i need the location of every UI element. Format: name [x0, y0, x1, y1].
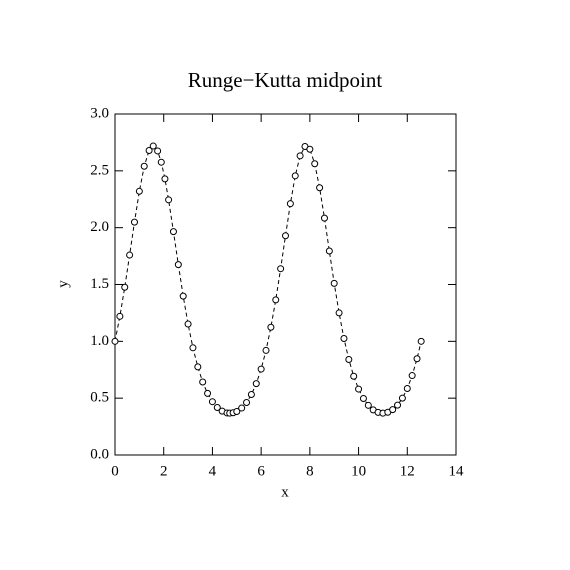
plot-frame [114, 113, 457, 456]
data-point [306, 145, 314, 153]
y-tick-label: 0.5 [90, 390, 109, 406]
data-point [213, 403, 221, 411]
data-point [126, 251, 134, 259]
data-point [174, 261, 182, 269]
x-tick-label: 12 [400, 463, 415, 479]
data-point [116, 312, 124, 320]
chart-title: Runge−Kutta midpoint [188, 68, 383, 92]
data-point [282, 232, 289, 240]
data-point [204, 389, 212, 397]
data-point [286, 200, 294, 208]
data-point [184, 320, 192, 328]
y-tick-label: 2.5 [90, 162, 109, 178]
data-point [135, 187, 143, 195]
data-point [355, 385, 363, 393]
x-axis-label: x [281, 484, 289, 500]
data-point [247, 391, 255, 399]
data-point [277, 265, 285, 273]
data-point [398, 394, 406, 402]
data-point [311, 160, 319, 168]
data-point [320, 214, 328, 222]
y-tick-label: 1.0 [90, 333, 109, 349]
y-tick-label: 0.0 [90, 446, 109, 462]
data-point [296, 152, 304, 160]
data-point [238, 404, 246, 412]
data-point [145, 146, 153, 154]
data-point [189, 344, 197, 352]
data-point [364, 401, 372, 409]
data-point [403, 385, 411, 393]
data-point [350, 372, 358, 380]
data-point [233, 407, 241, 415]
data-point [330, 279, 338, 287]
x-tick-label: 6 [257, 463, 265, 479]
data-point [130, 218, 138, 226]
y-tick-label: 2.0 [90, 219, 109, 235]
data-point [325, 247, 333, 255]
data-point [140, 162, 148, 170]
x-tick-label: 2 [160, 463, 168, 479]
data-point [272, 296, 280, 304]
data-point [413, 355, 421, 363]
data-point [291, 172, 299, 180]
data-point [335, 309, 343, 317]
y-tick-label: 1.5 [90, 276, 109, 292]
data-point [121, 283, 129, 291]
data-point [154, 147, 162, 155]
data-point [243, 398, 251, 406]
data-point [161, 175, 169, 183]
data-point [194, 363, 202, 371]
data-point [408, 372, 416, 380]
data-point [417, 337, 425, 345]
data-point [257, 365, 265, 373]
data-point [157, 158, 165, 166]
connecting-line [114, 145, 422, 414]
y-tick-label: 3.0 [90, 105, 109, 121]
data-point [165, 196, 173, 204]
x-tick-label: 14 [449, 463, 465, 479]
y-axis-label: y [55, 280, 71, 288]
data-point [111, 337, 119, 345]
data-point [359, 395, 367, 403]
x-tick-label: 10 [351, 463, 366, 479]
x-tick-label: 8 [306, 463, 314, 479]
data-point [316, 184, 324, 192]
data-point [149, 142, 157, 150]
data-point [252, 380, 260, 388]
data-point [389, 406, 397, 414]
data-point [208, 398, 216, 406]
x-tick-label: 0 [111, 463, 119, 479]
data-point [169, 228, 177, 236]
data-point [345, 356, 353, 364]
data-point [394, 401, 402, 409]
data-point [340, 334, 348, 342]
data-point [179, 292, 187, 300]
x-tick-label: 4 [209, 463, 217, 479]
data-point [199, 378, 207, 386]
data-point [262, 346, 270, 354]
data-point [267, 323, 275, 331]
